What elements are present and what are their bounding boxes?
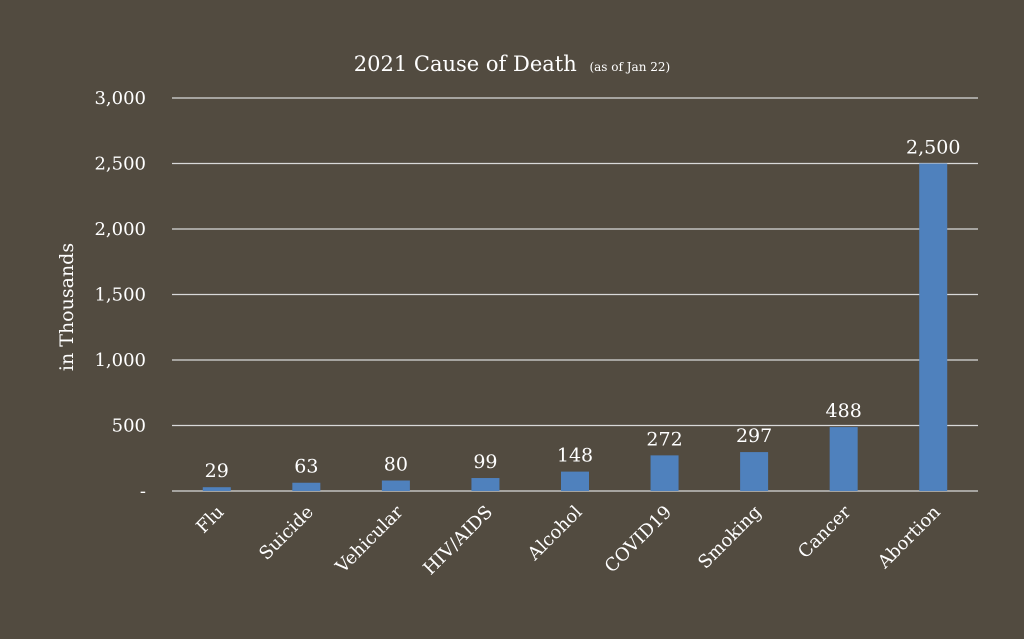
y-tick-label-4: 2,000: [94, 219, 146, 240]
data-label-7: 488: [826, 400, 862, 422]
data-label-8: 2,500: [906, 137, 960, 159]
gridlines: [172, 97, 978, 492]
chart-subtitle: (as of Jan 22): [589, 60, 670, 74]
bar-abortion: [919, 163, 948, 491]
bars: [202, 163, 948, 491]
chart-title: 2021 Cause of Death (as of Jan 22): [354, 52, 670, 76]
y-axis-label: in Thousands: [56, 243, 78, 371]
x-tick-label-1: Suicide: [255, 502, 318, 565]
data-label-1: 63: [294, 456, 318, 478]
y-tick-label-6: 3,000: [94, 88, 146, 109]
bar-vehicular: [381, 480, 410, 491]
y-tick-label-0: -: [140, 481, 146, 502]
y-axis-ticks: - 500 1,000 1,500 2,000 2,500 3,000: [94, 88, 146, 502]
chart-title-main: 2021 Cause of Death: [354, 52, 577, 76]
data-label-2: 80: [384, 454, 408, 476]
x-tick-label-0: Flu: [192, 502, 228, 538]
data-labels: 29 63 80 99 148 272 297 488 2,500: [205, 137, 961, 483]
data-label-0: 29: [205, 460, 229, 482]
bar-suicide: [292, 482, 321, 491]
data-label-6: 297: [736, 425, 772, 447]
y-tick-label-5: 2,500: [94, 154, 146, 175]
y-tick-label-3: 1,500: [94, 285, 146, 306]
data-label-4: 148: [557, 445, 593, 467]
x-tick-label-8: Abortion: [873, 501, 945, 573]
x-tick-label-6: Smoking: [694, 502, 765, 573]
bar-alcohol: [561, 471, 589, 491]
x-axis-ticks: Flu Suicide Vehicular HIV/AIDS Alcohol COVID1…: [192, 501, 945, 579]
bar-flu: [202, 487, 231, 491]
data-label-3: 99: [473, 451, 497, 473]
y-tick-label-2: 1,000: [94, 350, 146, 371]
x-tick-label-4: Alcohol: [523, 502, 587, 566]
bar-cancer: [829, 427, 858, 491]
x-tick-label-2: Vehicular: [331, 501, 408, 578]
y-tick-label-1: 500: [112, 416, 146, 437]
x-tick-label-3: HIV/AIDS: [419, 502, 497, 580]
bar-hiv-aids: [471, 478, 500, 491]
x-tick-label-5: COVID19: [601, 502, 676, 577]
bar-smoking: [740, 452, 769, 491]
data-label-5: 272: [646, 428, 682, 450]
x-tick-label-7: Cancer: [794, 501, 855, 562]
bar-covid19: [650, 455, 679, 491]
